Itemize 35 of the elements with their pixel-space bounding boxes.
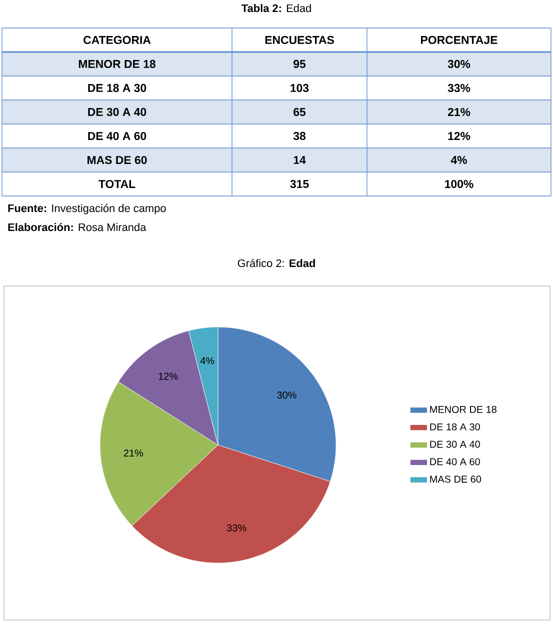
text: 12% <box>448 132 470 140</box>
category-label: ENCUESTAS <box>265 36 334 44</box>
text: 65 <box>294 108 306 116</box>
category-label: DE 18 A 30 <box>88 84 146 92</box>
text: 30% <box>448 60 470 68</box>
text: 95 <box>294 60 306 68</box>
category-label: MAS DE 60 <box>88 156 147 164</box>
text: Tabla 2: Edad <box>242 4 311 12</box>
data-label: 30% <box>277 392 296 399</box>
text: Fuente: Investigación de campo <box>8 204 166 214</box>
data-label: 12% <box>158 372 178 380</box>
category-label: DE 40 A 60 <box>88 132 146 140</box>
category-label: DE 30 A 40 <box>88 108 146 116</box>
legend-label: MENOR DE 18 <box>430 406 496 413</box>
legend-label: MAS DE 60 <box>430 476 482 483</box>
category-label: TOTAL <box>98 180 136 188</box>
text: 315 <box>290 180 309 188</box>
chart-title: Gráfico 2: Edad <box>238 258 315 268</box>
text: 33% <box>448 84 470 92</box>
data-label: 4% <box>200 357 214 364</box>
text: 14 <box>294 156 306 164</box>
text: 4% <box>450 156 467 164</box>
text: 38 <box>293 132 306 140</box>
legend-label: DE 30 A 40 <box>430 440 480 448</box>
data-label: 33% <box>226 524 246 532</box>
legend-label: DE 40 A 60 <box>430 458 480 466</box>
text: 103 <box>290 84 309 92</box>
category-label: CATEGORIA <box>84 36 151 44</box>
category-label: MENOR DE 18 <box>78 60 156 68</box>
text: Elaboración: Rosa Miranda <box>8 222 146 232</box>
text: 21% <box>448 108 470 116</box>
text: 100% <box>445 180 474 188</box>
category-label: PORCENTAJE <box>421 36 498 44</box>
data-label: 21% <box>124 449 144 457</box>
legend-label: DE 18 A 30 <box>430 423 480 430</box>
